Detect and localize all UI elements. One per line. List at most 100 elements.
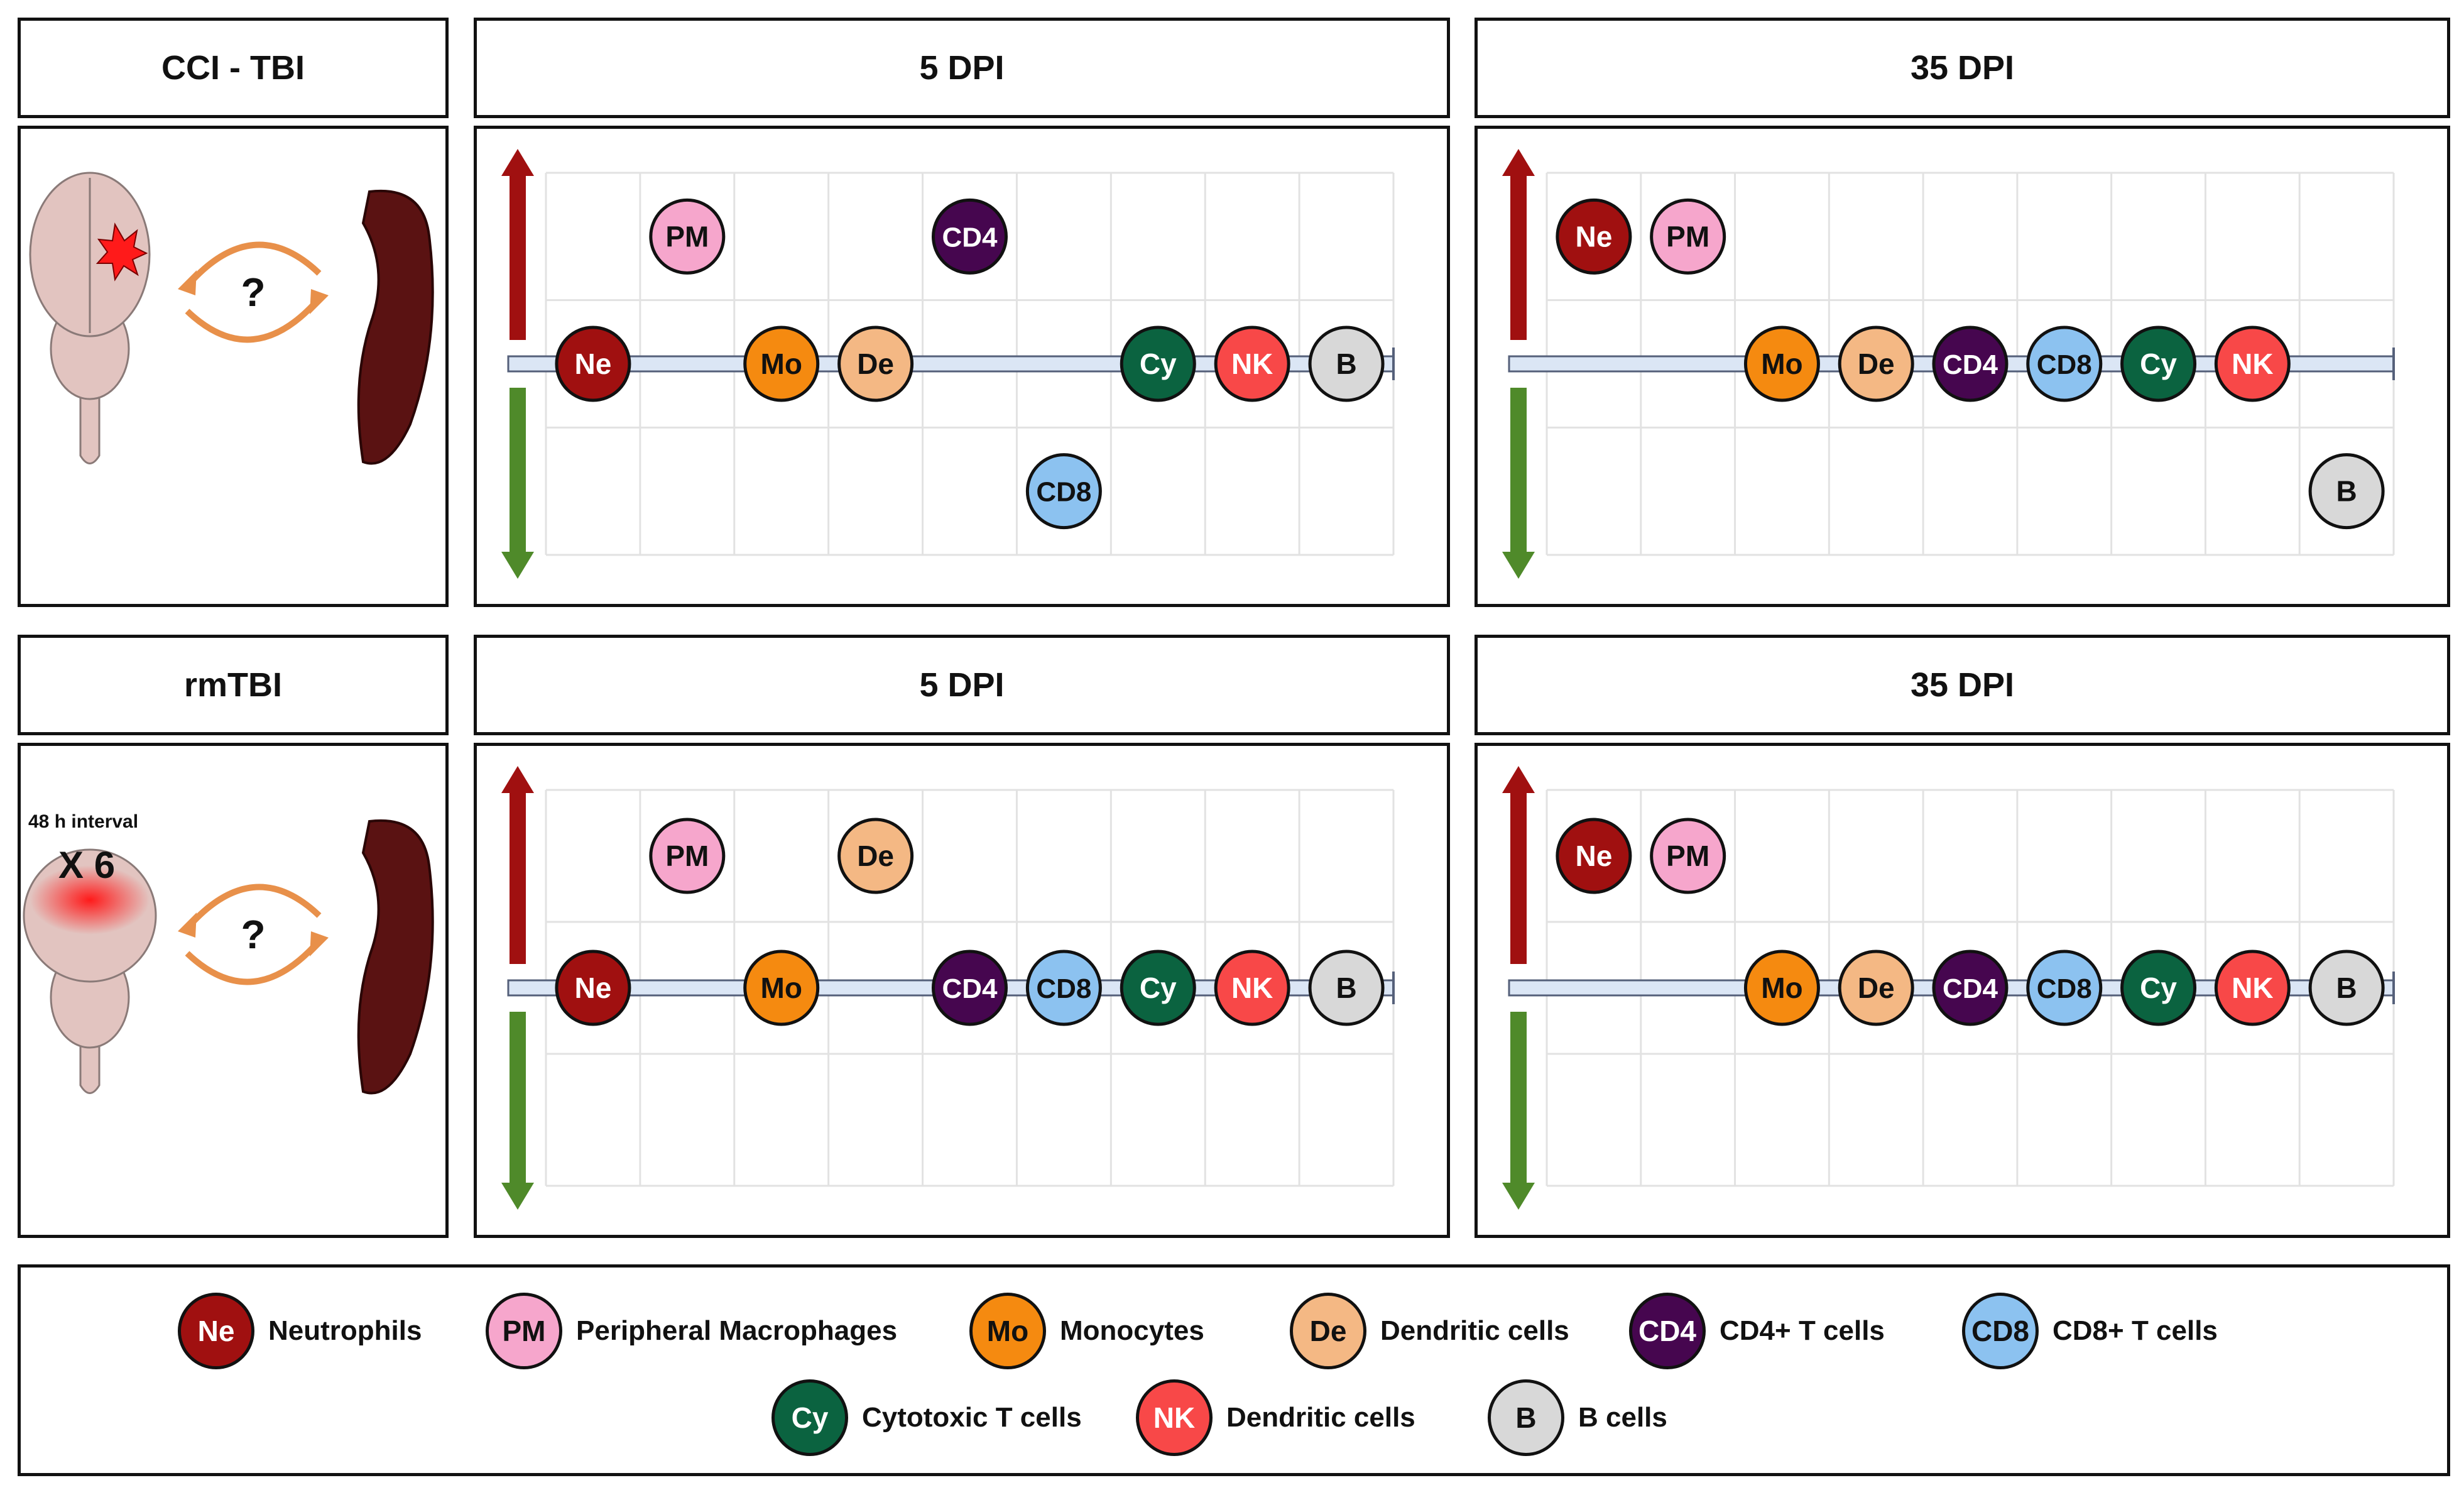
timepoint-header: 5 DPI (474, 635, 1450, 735)
cell-marker-de: De (1838, 326, 1914, 402)
spleen-icon (357, 819, 434, 1095)
cell-marker-de: De (837, 326, 914, 402)
cell-marker-pm: PM (649, 198, 726, 275)
legend-item-cd4: CD4 CD4+ T cells (1629, 1293, 1885, 1369)
increase-arrow-icon (1502, 149, 1535, 340)
cell-marker-nk: NK (1214, 326, 1290, 402)
grid (545, 789, 1395, 1187)
cell-marker-pm: PM (1650, 818, 1726, 894)
cell-marker-cy: Cy (1120, 950, 1196, 1026)
legend-label: Peripheral Macrophages (576, 1315, 898, 1346)
immune-response-panel: PM CD4 Ne Mo De Cy NK B CD8 (474, 126, 1450, 607)
cell-marker-b: B (1308, 326, 1385, 402)
cell-marker-label: B (1336, 348, 1356, 380)
cell-marker-label: PM (1666, 840, 1709, 872)
decrease-arrow-icon (1502, 388, 1535, 579)
timepoint-header: 35 DPI (1475, 635, 2450, 735)
cell-marker-label: Cy (2140, 348, 2177, 380)
cell-marker-label: B (2336, 475, 2357, 508)
cell-marker-label: Mo (761, 972, 802, 1004)
cell-marker-label: Ne (575, 972, 612, 1004)
legend-label: CD8+ T cells (2052, 1315, 2218, 1346)
immune-response-panel: Ne PM Mo De CD4 CD8 Cy NK B (1475, 126, 2450, 607)
brain-spleen-diagram: ? (29, 172, 434, 465)
cell-marker-de: De (837, 818, 914, 894)
decrease-arrow-icon (1502, 1012, 1535, 1210)
legend-swatch: CD8 (1962, 1293, 2039, 1369)
cell-marker-cd4: CD4 (1932, 950, 2009, 1026)
cell-marker-label: Cy (2140, 972, 2177, 1004)
legend-swatch: Mo (969, 1293, 1046, 1369)
legend-label: Neutrophils (268, 1315, 422, 1346)
legend-item-b: B B cells (1488, 1379, 1667, 1456)
brain-spleen-diagram: ? 48 h interval X 6 (23, 811, 434, 1095)
decrease-arrow-icon (501, 1012, 534, 1210)
cell-marker-label: Ne (575, 348, 612, 380)
question-mark: ? (241, 912, 265, 957)
legend-swatch: NK (1136, 1379, 1213, 1456)
cell-marker-label: B (2336, 972, 2357, 1004)
cell-marker-label: Ne (1575, 220, 1612, 253)
cell-marker-mo: Mo (743, 326, 820, 402)
cell-marker-label: CD8 (1036, 973, 1091, 1004)
cell-marker-ne: Ne (555, 326, 631, 402)
timepoint-header: 35 DPI (1475, 18, 2450, 118)
cell-marker-label: NK (2232, 348, 2273, 380)
cell-marker-label: CD8 (1036, 477, 1091, 508)
cell-marker-ne: Ne (1556, 198, 1632, 275)
cell-marker-mo: Mo (1743, 326, 1820, 402)
brain-icon (29, 172, 151, 464)
cell-marker-pm: PM (649, 818, 726, 894)
legend-swatch: CD4 (1629, 1293, 1706, 1369)
cell-marker-cd8: CD8 (2026, 326, 2103, 402)
spleen-icon (357, 189, 434, 465)
cell-marker-cd4: CD4 (1932, 326, 2009, 402)
cell-marker-label: CD8 (2037, 349, 2092, 380)
cell-marker-b: B (1308, 950, 1385, 1026)
cell-marker-label: CD8 (2037, 973, 2092, 1004)
lesion-icon (95, 222, 148, 282)
cell-marker-label: Mo (1761, 348, 1802, 380)
question-mark: ? (241, 270, 265, 315)
grid (1545, 172, 2395, 556)
cell-marker-nk: NK (1214, 950, 1290, 1026)
cell-marker-label: De (857, 348, 894, 380)
timepoint-label: 35 DPI (1910, 666, 2015, 704)
cycle-arrows-icon (178, 884, 329, 985)
timepoint-label: 5 DPI (919, 666, 1005, 704)
immune-response-panel: Ne PM Mo De CD4 CD8 Cy NK B (1475, 743, 2450, 1238)
cell-marker-cd8: CD8 (1025, 950, 1102, 1026)
legend-label: Dendritic cells (1380, 1315, 1569, 1346)
legend-item-cd8: CD8 CD8+ T cells (1962, 1293, 2218, 1369)
legend-label: CD4+ T cells (1720, 1315, 1885, 1346)
immune-response-panel: PM De Ne Mo CD4 CD8 Cy NK B (474, 743, 1450, 1238)
legend-item-mo: Mo Monocytes (969, 1293, 1204, 1369)
injury-illustration: ? 48 h interval X 6 (18, 743, 449, 1238)
cell-marker-cd4: CD4 (932, 198, 1008, 275)
cell-marker-nk: NK (2214, 950, 2291, 1026)
timepoint-header: 5 DPI (474, 18, 1450, 118)
legend-item-cy: Cy Cytotoxic T cells (771, 1379, 1082, 1456)
interval-note: 48 h interval (28, 811, 138, 832)
cell-marker-label: Cy (1140, 972, 1177, 1004)
cell-marker-mo: Mo (1743, 950, 1820, 1026)
condition-label: CCI - TBI (161, 49, 305, 87)
cell-marker-b: B (2308, 950, 2385, 1026)
cell-marker-label: De (857, 840, 894, 872)
cell-marker-label: NK (2232, 972, 2273, 1004)
response-plot: Ne PM Mo De CD4 CD8 Cy NK B (1502, 766, 2395, 1210)
injury-illustration: ? (18, 126, 449, 607)
increase-arrow-icon (501, 766, 534, 964)
cell-marker-label: De (1858, 348, 1895, 380)
cell-marker-label: PM (1666, 220, 1709, 253)
grid (545, 172, 1395, 556)
legend-item-ne: Ne Neutrophils (178, 1293, 422, 1369)
cell-marker-cd8: CD8 (2026, 950, 2103, 1026)
cycle-arrows-icon (178, 241, 329, 343)
legend-label: Dendritic cells (1226, 1402, 1415, 1433)
cell-marker-label: Ne (1575, 840, 1612, 872)
legend-swatch: De (1290, 1293, 1366, 1369)
repeat-count: X 6 (58, 844, 115, 886)
cell-marker-label: CD4 (1943, 349, 1998, 380)
cell-marker-ne: Ne (555, 950, 631, 1026)
